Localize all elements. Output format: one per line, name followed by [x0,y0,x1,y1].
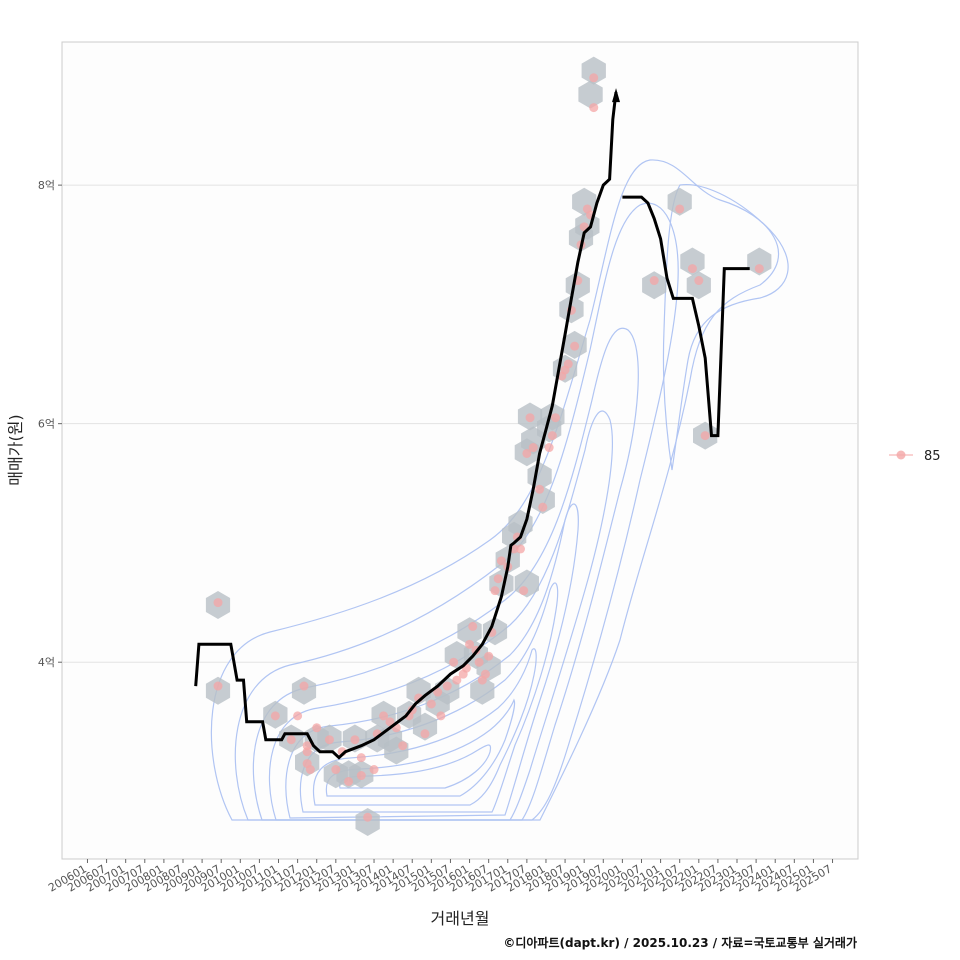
data-point [305,765,315,775]
trend-arrowhead [612,88,621,103]
data-point [465,639,475,649]
data-point [649,276,659,286]
data-point [538,502,548,512]
data-point [356,753,366,763]
data-point [293,711,303,721]
hexbin-cell [205,676,231,705]
legend-label: 85 [924,449,941,464]
trend-layer [194,88,750,760]
density-contour [210,159,780,821]
trend-line [194,91,618,760]
data-point [398,741,408,751]
data-point [426,699,436,709]
data-point [344,776,354,786]
data-point [515,544,525,554]
data-point [490,586,500,596]
hexbin-cell [581,56,606,85]
data-point [754,264,764,274]
data-point [331,765,341,775]
legend: 85 [889,449,941,464]
data-point [563,359,573,369]
data-point [589,73,599,83]
data-point [385,717,395,727]
data-point [356,771,366,781]
caption: ©디아파트(dapt.kr) / 2025.10.23 / 자료=국토교통부 실… [503,935,857,950]
y-tick-label: 8억 [38,179,55,192]
data-point [687,264,697,274]
data-point [213,598,223,608]
data-point [480,669,490,679]
plot-panel [61,41,859,860]
data-point [675,204,685,214]
data-point [442,681,452,691]
data-point [324,735,334,745]
data-point [570,341,580,351]
data-point [302,741,312,751]
data-point [468,621,478,631]
data-point [270,711,280,721]
data-point [694,276,704,286]
data-point [528,443,538,453]
density-contour [252,327,639,821]
data-point [589,103,599,113]
data-point [519,586,529,596]
data-point [363,812,373,822]
data-point [433,687,443,697]
data-point [700,431,710,441]
data-point [493,574,503,584]
data-point [286,735,296,745]
y-tick-label: 4억 [38,656,55,669]
data-point [544,443,554,453]
data-point [547,431,557,441]
density-contour [268,410,613,821]
data-point [436,711,446,721]
data-point [525,413,535,423]
data-point [379,711,389,721]
hexbin-cell [642,271,667,300]
hexbin-cell [667,187,692,216]
hexbin-cell [412,712,438,741]
density-contour [662,183,789,471]
hexbin-cell [355,808,380,836]
hexbin-cell [470,676,495,705]
y-tick-label: 6억 [38,418,55,431]
x-axis-ticks: 2006012006072007012007072008012008072009… [46,859,834,895]
data-point [213,681,223,691]
data-point [420,729,430,739]
legend-key-point [896,450,906,460]
hexbin-cell [578,80,603,109]
density-contour [312,648,537,806]
trend-line [622,195,750,438]
points-layer [213,73,764,822]
data-point [369,765,379,775]
hexbin-cell [530,486,555,514]
x-axis-title: 거래년월 [431,909,490,928]
data-point [449,657,459,667]
data-point [551,413,561,423]
y-axis-title: 매매가(원) [6,414,25,485]
data-point [452,675,462,685]
data-point [522,448,532,458]
data-point [312,723,322,733]
density-contour [234,202,679,821]
data-point [474,657,484,667]
data-point [299,681,309,691]
hexbin-cell [291,676,317,705]
hexbin-cell [680,247,705,276]
y-axis-ticks: 4억 6억 8억 [38,179,62,669]
hexbin-cell [686,271,711,300]
data-point [535,484,545,494]
data-point [496,556,506,566]
data-point [484,651,494,661]
hexbin-cell [747,247,772,276]
data-point [350,735,360,745]
